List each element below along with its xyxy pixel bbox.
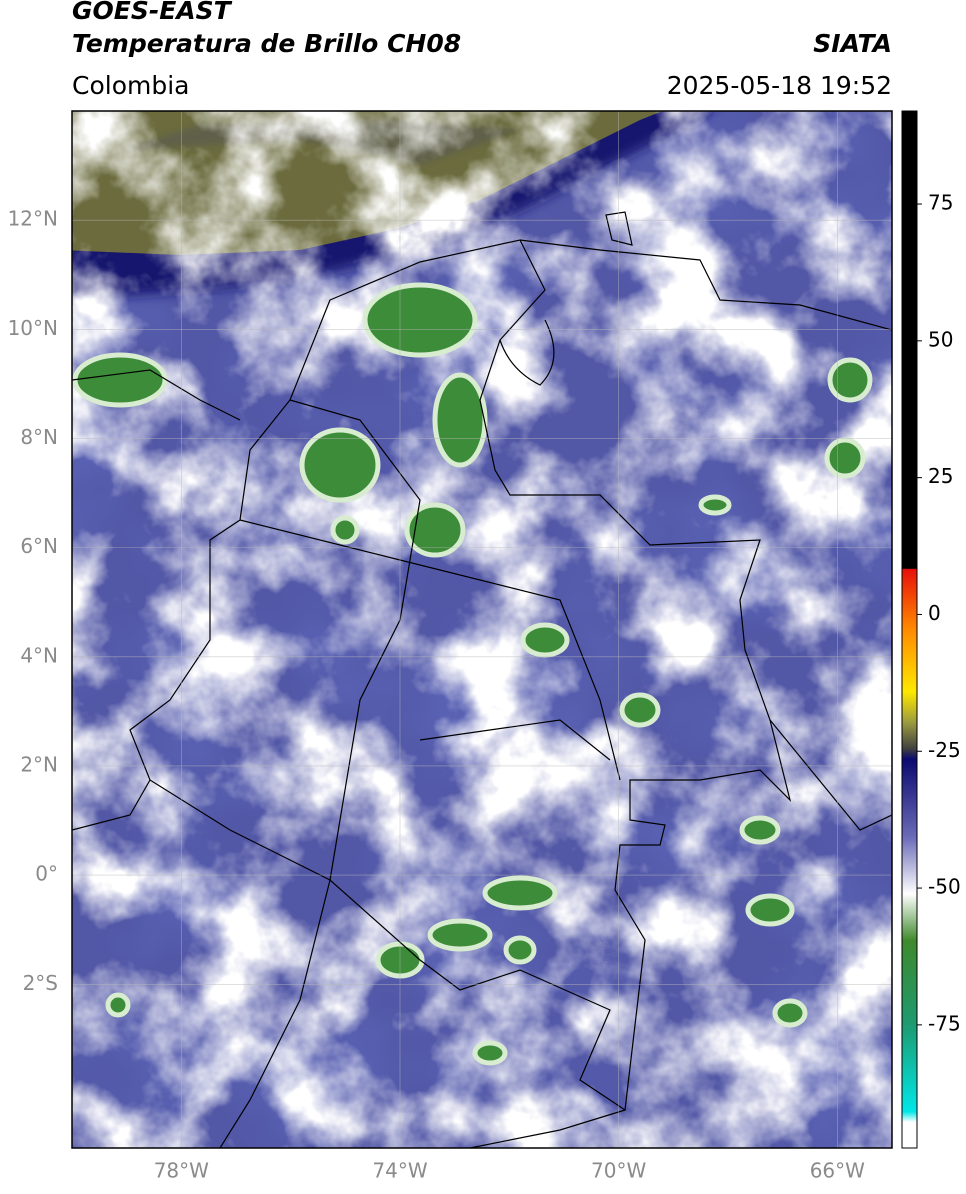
lon-tick-label: 70°W (591, 1159, 646, 1183)
satellite: GOES-EAST (72, 0, 233, 25)
colorbar-tick-label: 50 (928, 327, 953, 351)
colorbar (901, 110, 918, 1149)
product: Temperatura de Brillo CH08 (72, 29, 461, 58)
satellite-image (72, 111, 892, 1148)
colorbar-tick-label: -50 (928, 875, 961, 899)
lat-tick-label: 2°S (23, 971, 58, 995)
source: SIATA (813, 29, 892, 58)
clouds (72, 111, 892, 1148)
lat-tick-label: 10°N (8, 316, 58, 340)
lat-tick-label: 12°N (8, 207, 58, 231)
lon-tick-label: 66°W (810, 1159, 865, 1183)
lat-tick-label: 2°N (20, 752, 58, 776)
colorbar-tick-label: 25 (928, 464, 953, 488)
lon-tick-label: 78°W (154, 1159, 209, 1183)
graticule (72, 111, 892, 1148)
colorbar-tick-label: 75 (928, 191, 953, 215)
lat-tick-label: 0° (35, 862, 58, 886)
colorbar-tick-label: -25 (928, 738, 961, 762)
datetime: 2025-05-18 19:52 (667, 71, 892, 100)
colorbar-tick-label: 0 (928, 601, 941, 625)
borders (72, 211, 892, 1148)
region: Colombia (72, 71, 189, 100)
lat-tick-label: 6°N (20, 534, 58, 558)
lon-tick-label: 74°W (372, 1159, 427, 1183)
lat-tick-label: 4°N (20, 643, 58, 667)
colorbar-tick-label: -75 (928, 1011, 961, 1035)
lat-tick-label: 8°N (20, 425, 58, 449)
map-frame (71, 110, 893, 1149)
